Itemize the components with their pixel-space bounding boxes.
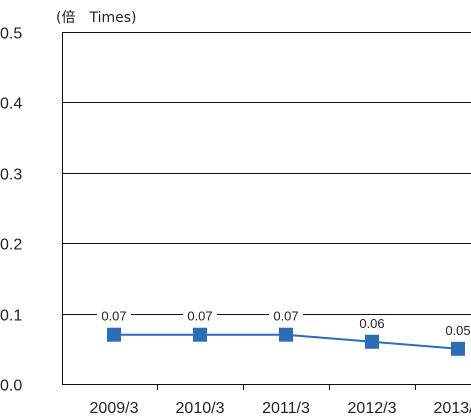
data-label: 0.06 (359, 316, 384, 331)
y-tick-label: 0.3 (0, 167, 22, 184)
data-point-marker (193, 327, 207, 342)
data-label: 0.07 (101, 309, 126, 324)
data-point-marker (365, 334, 379, 349)
x-tick-label: 2012/3 (348, 400, 397, 417)
data-label-background (441, 322, 471, 338)
x-tick-label: 2011/3 (262, 400, 310, 417)
x-tick-label: 2009/3 (90, 400, 139, 417)
data-label-background (355, 315, 389, 331)
data-label-background (183, 308, 217, 324)
data-point-marker (451, 341, 465, 356)
y-tick-label: 0.1 (0, 308, 22, 325)
y-tick-label: 0.0 (0, 378, 22, 395)
x-tick-label: 2010/3 (176, 400, 225, 417)
data-point-marker (107, 327, 121, 342)
y-tick-label: 0.5 (0, 26, 22, 43)
x-tick-label: 2013/3 (434, 400, 471, 417)
y-tick-label: 0.4 (0, 96, 22, 113)
y-axis-unit-label: (倍 Times) (56, 10, 136, 26)
data-label-background (97, 308, 131, 324)
data-label-background (269, 308, 303, 324)
data-label: 0.05 (445, 323, 470, 338)
y-tick-label: 0.2 (0, 237, 22, 254)
data-point-marker (279, 327, 293, 342)
data-label: 0.07 (187, 309, 212, 324)
data-label: 0.07 (273, 309, 298, 324)
